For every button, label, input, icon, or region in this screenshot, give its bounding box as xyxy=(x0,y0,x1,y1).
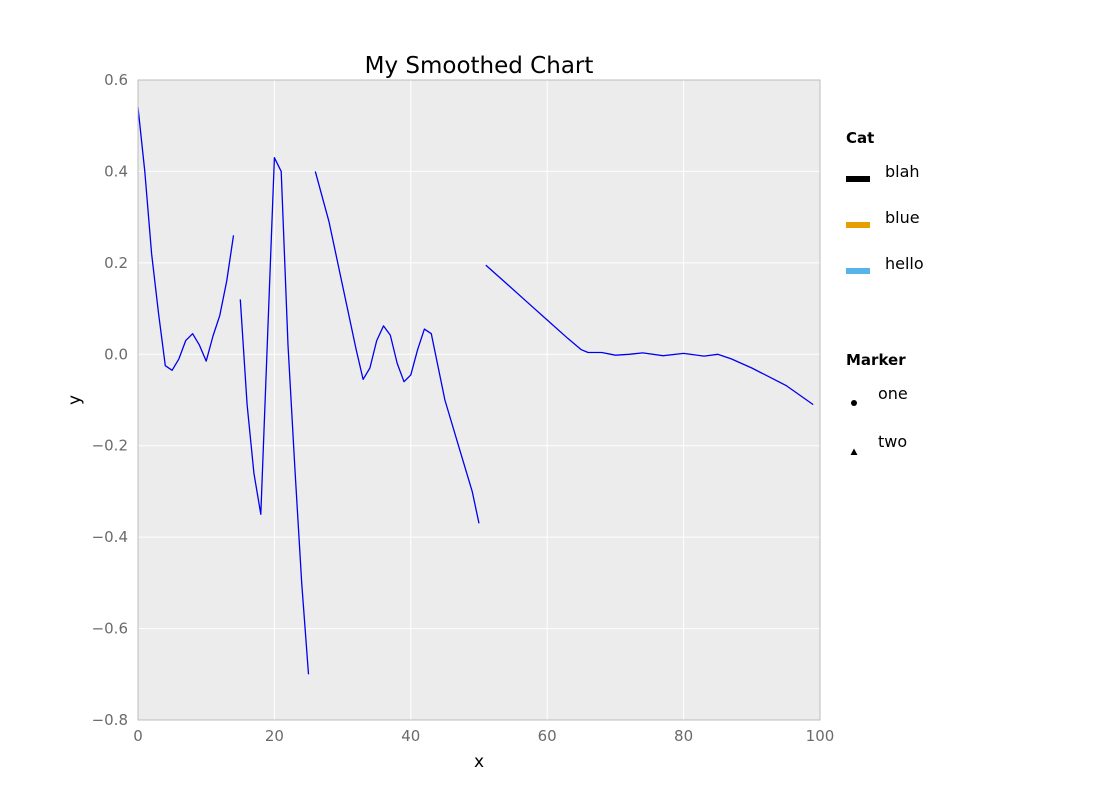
legend-marker-triangle xyxy=(850,448,858,455)
legend-label: hello xyxy=(885,254,924,273)
series-line-segment xyxy=(239,157,310,675)
legend-group-title: Cat xyxy=(846,129,874,147)
series-line-segment xyxy=(314,171,480,524)
legend-swatch xyxy=(846,222,870,228)
series-layer xyxy=(137,107,814,675)
y-tick-label: −0.4 xyxy=(92,528,128,546)
plot-area xyxy=(138,80,820,720)
y-tick-label: −0.6 xyxy=(92,620,128,638)
x-tick-label: 0 xyxy=(133,727,143,745)
legend-swatch xyxy=(846,268,870,274)
legend-label: one xyxy=(878,384,908,403)
legend-label: blue xyxy=(885,208,920,227)
y-axis-ticks: 0.6 0.4 0.2 0.0 −0.2 −0.4 −0.6 −0.8 xyxy=(92,71,128,729)
series-line-segment xyxy=(485,264,814,406)
legend-label: blah xyxy=(885,162,920,181)
legend-swatch xyxy=(846,176,870,182)
legend-marker-circle xyxy=(851,400,857,406)
x-tick-label: 20 xyxy=(265,727,284,745)
y-tick-label: −0.8 xyxy=(92,711,128,729)
y-tick-label: −0.2 xyxy=(92,437,128,455)
x-tick-label: 60 xyxy=(538,727,557,745)
y-tick-label: 0.2 xyxy=(104,254,128,272)
y-tick-label: 0.6 xyxy=(104,71,128,89)
y-axis-label: y xyxy=(65,395,85,405)
x-tick-label: 100 xyxy=(806,727,835,745)
y-tick-label: 0.4 xyxy=(104,162,128,180)
chart-title: My Smoothed Chart xyxy=(365,53,594,79)
legend-group-title: Marker xyxy=(846,351,906,369)
x-tick-label: 40 xyxy=(401,727,420,745)
y-tick-label: 0.0 xyxy=(104,345,128,363)
x-axis-label: x xyxy=(474,752,484,772)
series-line-segment xyxy=(137,107,235,371)
x-tick-label: 80 xyxy=(674,727,693,745)
plot-frame xyxy=(137,79,821,721)
legend-label: two xyxy=(878,432,907,451)
x-axis-ticks: 0 20 40 60 80 100 xyxy=(133,727,834,745)
